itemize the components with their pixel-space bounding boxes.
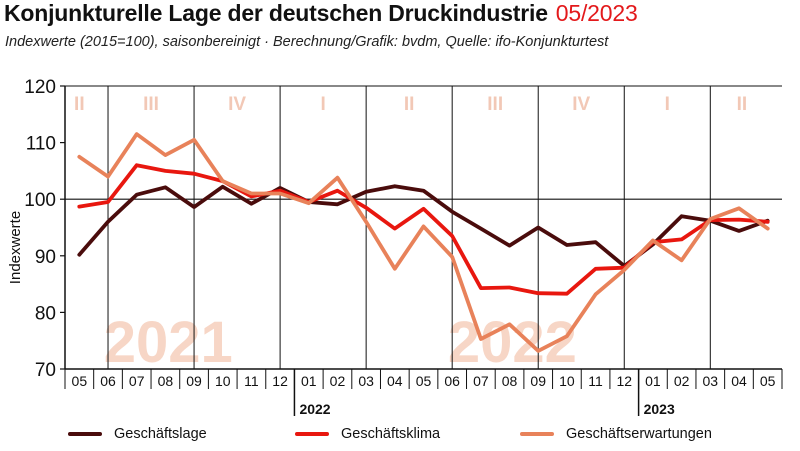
chart-legend: Geschäftslage Geschäftsklima Geschäftser…	[0, 426, 800, 450]
y-tick-label: 70	[35, 360, 56, 381]
x-tick-label: 04	[387, 373, 403, 389]
x-tick-label: 09	[530, 373, 546, 389]
legend-label-geschaeftsklima: Geschäftsklima	[341, 426, 441, 442]
quarter-label: II	[404, 94, 415, 115]
legend-swatch-geschaeftserwartungen	[520, 432, 554, 436]
chart-title-text: Konjunkturelle Lage der deutschen Drucki…	[4, 0, 548, 26]
legend-item-geschaeftsklima: Geschäftsklima	[295, 426, 440, 442]
legend-label-geschaeftslage: Geschäftslage	[114, 426, 207, 442]
series-line-geschaeftserwartungen	[77, 132, 770, 353]
y-axis-label: Indexwerte	[7, 211, 24, 284]
quarter-label: II	[74, 94, 85, 115]
x-tick-label: 09	[186, 373, 202, 389]
y-tick-label: 80	[35, 303, 56, 324]
x-tick-label: 01	[301, 373, 317, 389]
year-label: 2023	[644, 401, 675, 417]
x-tick-label: 07	[473, 373, 489, 389]
x-tick-label: 12	[272, 373, 288, 389]
x-tick-label: 10	[215, 373, 231, 389]
x-tick-label: 03	[358, 373, 374, 389]
legend-item-geschaeftserwartungen: Geschäftserwartungen	[520, 426, 712, 442]
quarter-label: IV	[572, 94, 590, 115]
chart-series	[77, 132, 770, 353]
quarter-label: II	[737, 94, 748, 115]
year-label: 2022	[299, 401, 330, 417]
x-tick-label: 08	[502, 373, 518, 389]
x-tick-label: 12	[616, 373, 632, 389]
quarter-label: III	[143, 94, 159, 115]
x-tick-label: 05	[72, 373, 88, 389]
year-watermarks: 2021 2022	[104, 310, 577, 375]
x-tick-label: 02	[330, 373, 346, 389]
y-tick-label: 100	[24, 190, 56, 211]
x-tick-label: 07	[129, 373, 145, 389]
x-tick-label: 02	[674, 373, 690, 389]
x-tick-label: 03	[703, 373, 719, 389]
x-tick-label: 04	[731, 373, 747, 389]
legend-swatch-geschaeftslage	[68, 432, 102, 436]
legend-item-geschaeftslage: Geschäftslage	[68, 426, 207, 442]
quarter-label: IV	[228, 94, 246, 115]
legend-label-geschaeftserwartungen: Geschäftserwartungen	[566, 426, 712, 442]
chart-title-date: 05/2023	[555, 0, 638, 26]
x-tick-label: 06	[444, 373, 460, 389]
quarter-label: I	[665, 94, 670, 115]
legend-swatch-geschaeftsklima	[295, 432, 329, 436]
chart-title: Konjunkturelle Lage der deutschen Drucki…	[4, 0, 638, 27]
x-tick-label: 01	[645, 373, 661, 389]
x-tick-label: 05	[416, 373, 432, 389]
x-tick-label: 11	[588, 373, 603, 389]
y-tick-label: 90	[35, 247, 56, 268]
y-tick-label: 110	[26, 134, 56, 155]
x-tick-label: 10	[559, 373, 575, 389]
x-tick-label: 08	[158, 373, 174, 389]
year-watermark-0: 2021	[104, 310, 233, 375]
chart-subtitle: Indexwerte (2015=100), saisonbereinigt ·…	[5, 34, 609, 50]
x-tick-label: 06	[100, 373, 116, 389]
quarter-label: I	[320, 94, 325, 115]
y-tick-label: 120	[24, 77, 56, 98]
x-tick-label: 11	[244, 373, 259, 389]
x-axis: 05 06 07 08 09 10 11 12 01 02 03 04 05 06 07 08 09 10 11 12…	[64, 369, 783, 417]
quarter-label: III	[487, 94, 503, 115]
chart-canvas: 2021 2022 II III IV I II III IV I II 708090100110…	[7, 77, 783, 417]
quarter-labels: II III IV I II III IV I II	[74, 94, 747, 115]
x-tick-label: 05	[760, 373, 776, 389]
